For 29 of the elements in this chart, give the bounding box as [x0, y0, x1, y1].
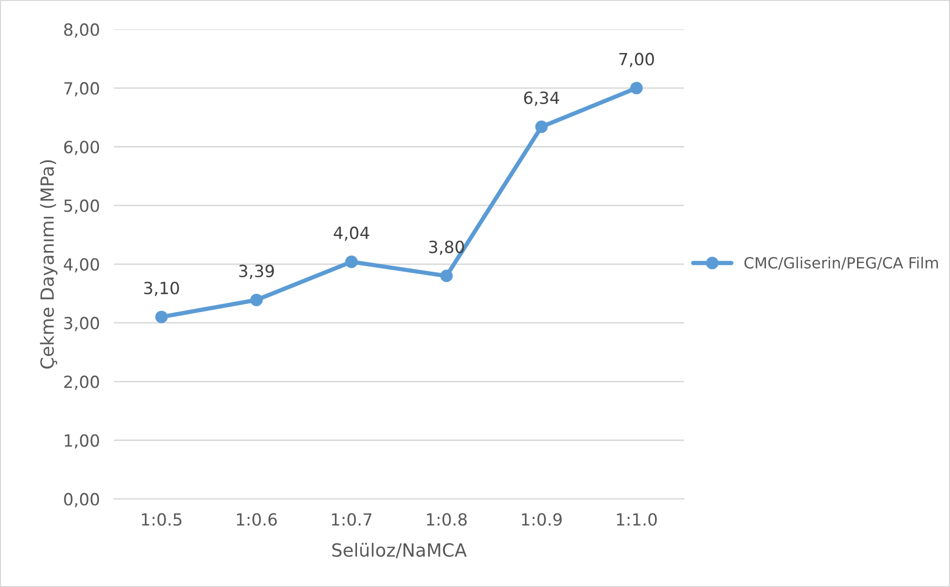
point [155, 310, 168, 324]
legend-label: CMC/Gliserin/PEG/CA Film [744, 256, 938, 270]
x-axis-title: Selüloz/NaMCA [332, 542, 467, 558]
data-label: 7,00 [619, 52, 654, 68]
point [535, 120, 548, 134]
y-tick-label: 4,00 [64, 258, 100, 272]
data-label: 3,10 [144, 282, 179, 296]
y-tick-label: 0,00 [64, 492, 100, 508]
data-label: 3,39 [239, 264, 274, 279]
y-tick-label: 1,00 [64, 434, 100, 449]
x-tick-label: 1:1.0 [616, 513, 657, 526]
x-tick-label: 1:0.9 [522, 513, 562, 526]
y-tick-label: 6,00 [64, 140, 100, 156]
data-label: 6,34 [524, 92, 560, 106]
y-tick-label: 8,00 [64, 23, 100, 38]
y-tick-label: 2,00 [64, 376, 100, 390]
point [250, 294, 263, 306]
point [630, 82, 643, 94]
y-axis-title: Çekme Dayanımı (MPa) [40, 160, 58, 369]
y-tick-label: 3,00 [64, 316, 100, 332]
y-tick-label: 7,00 [64, 82, 100, 96]
point [440, 270, 453, 282]
y-tick-label: 5,00 [64, 199, 100, 214]
x-tick-label: 1:0.8 [426, 513, 467, 526]
x-tick-label: 1:0.5 [142, 513, 182, 526]
data-label: 4,04 [334, 226, 370, 241]
x-tick-label: 1:0.7 [332, 513, 372, 526]
point [345, 256, 358, 268]
x-tick-label: 1:0.6 [236, 513, 277, 526]
